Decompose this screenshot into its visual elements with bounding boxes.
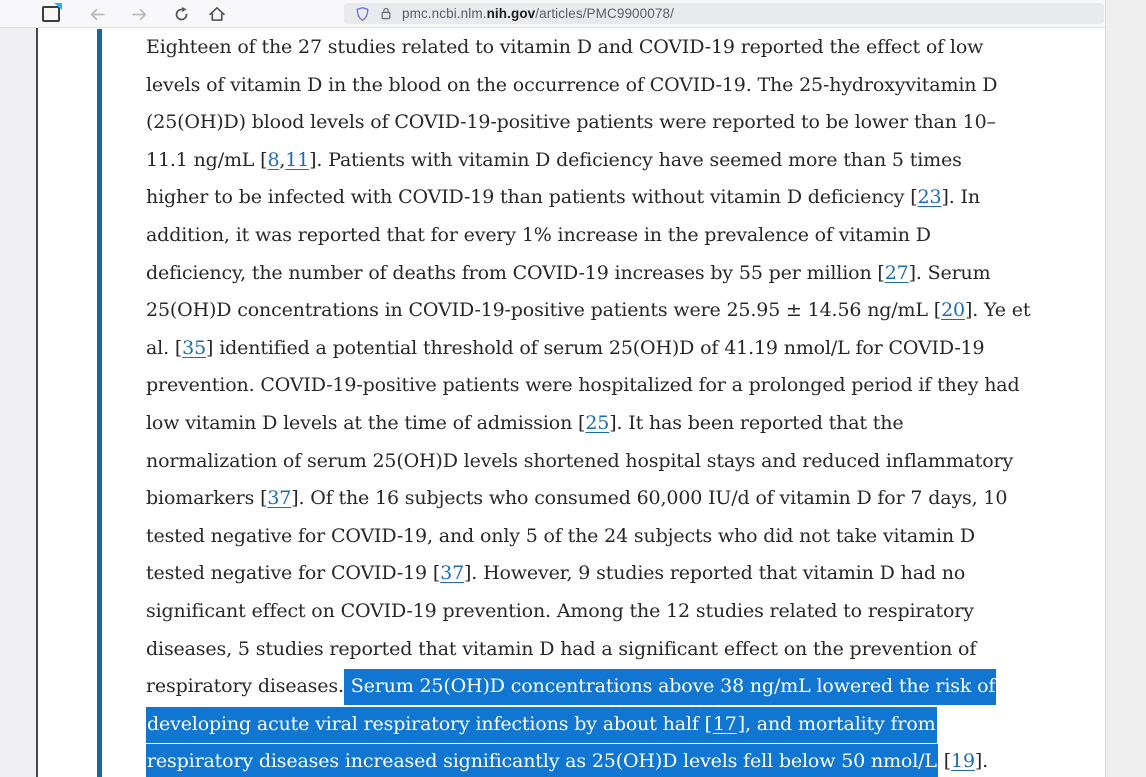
text-line: levels of vitamin D in the blood on the … [146, 67, 1086, 105]
ref-link[interactable]: 25 [585, 411, 610, 434]
highlighted-text: developing acute viral respiratory infec… [146, 706, 713, 743]
forward-icon [131, 8, 146, 20]
body-text: diseases, 5 studies reported that vitami… [146, 637, 977, 660]
back-icon [90, 8, 105, 20]
ref-link[interactable]: 19 [951, 750, 975, 773]
body-text: (25(OH)D) blood levels of COVID-19-posit… [146, 111, 996, 134]
left-accent-bar [97, 29, 102, 777]
ref-link[interactable]: 35 [182, 336, 207, 359]
lock-icon[interactable] [379, 6, 393, 21]
body-text: ]. It has been reported that the [609, 411, 904, 434]
text-line: significant effect on COVID-19 preventio… [146, 593, 1086, 631]
url-prefix: pmc.ncbi.nlm. [402, 6, 487, 21]
body-text: respiratory diseases. [146, 675, 344, 698]
right-margin-strip [1105, 0, 1146, 777]
text-line: respiratory diseases increased significa… [146, 743, 1086, 777]
body-text: levels of vitamin D in the blood on the … [146, 73, 998, 96]
ref-link[interactable]: 27 [884, 261, 909, 284]
body-text: higher to be infected with COVID-19 than… [146, 186, 918, 209]
home-icon [209, 6, 225, 21]
text-line: diseases, 5 studies reported that vitami… [146, 631, 1086, 669]
text-line: tested negative for COVID-19 [37]. Howev… [146, 555, 1086, 593]
url-path: /articles/PMC9900078/ [535, 6, 674, 21]
text-line: addition, it was reported that for every… [146, 217, 1086, 255]
ref-link[interactable]: 37 [440, 562, 465, 585]
text-line: prevention. COVID-19-positive patients w… [146, 367, 1086, 405]
text-line: Eighteen of the 27 studies related to vi… [146, 29, 1086, 67]
body-text: low vitamin D levels at the time of admi… [146, 411, 586, 434]
back-button[interactable] [87, 4, 107, 24]
body-text: ]. In [941, 186, 980, 209]
text-line: 11.1 ng/mL [8,11]. Patients with vitamin… [146, 142, 1086, 180]
body-text: deficiency, the number of deaths from CO… [146, 261, 885, 284]
forward-button[interactable] [129, 4, 149, 24]
body-text: tested negative for COVID-19, and only 5… [146, 524, 975, 547]
text-line: developing acute viral respiratory infec… [146, 706, 1086, 744]
address-bar[interactable]: pmc.ncbi.nlm.nih.gov/articles/PMC9900078… [344, 3, 1104, 24]
highlighted-text: ], and mortality from [736, 706, 937, 743]
home-button[interactable] [207, 4, 227, 24]
body-text: tested negative for COVID-19 [ [146, 562, 441, 585]
body-text: 25(OH)D concentrations in COVID-19-posit… [146, 299, 942, 322]
body-text: ]. However, 9 studies reported that vita… [464, 562, 966, 585]
window-edge-line [36, 27, 38, 777]
shield-icon[interactable] [355, 6, 370, 22]
ref-link[interactable]: 23 [917, 186, 942, 209]
article-text: Eighteen of the 27 studies related to vi… [146, 29, 1086, 777]
body-text: Eighteen of the 27 studies related to vi… [146, 36, 984, 58]
url-text[interactable]: pmc.ncbi.nlm.nih.gov/articles/PMC9900078… [402, 6, 674, 21]
body-text: [ [937, 750, 952, 773]
browser-toolbar: pmc.ncbi.nlm.nih.gov/articles/PMC9900078… [0, 0, 1105, 28]
body-text: significant effect on COVID-19 preventio… [146, 599, 974, 622]
body-text: addition, it was reported that for every… [146, 223, 931, 246]
ref-link[interactable]: 20 [941, 299, 965, 322]
text-line: (25(OH)D) blood levels of COVID-19-posit… [146, 104, 1086, 142]
body-text: ]. Ye et [964, 299, 1031, 322]
body-text: ]. Of the 16 subjects who consumed 60,00… [291, 487, 1008, 510]
ref-link[interactable]: 17 [712, 706, 737, 743]
body-text: normalization of serum 25(OH)D levels sh… [146, 449, 1014, 472]
text-line: low vitamin D levels at the time of admi… [146, 405, 1086, 443]
body-text: al. [ [146, 336, 183, 359]
ref-link[interactable]: 37 [267, 487, 292, 510]
left-margin-strip [0, 27, 36, 777]
text-line: 25(OH)D concentrations in COVID-19-posit… [146, 292, 1086, 330]
window-icon[interactable] [42, 6, 60, 22]
body-text: ] identified a potential threshold of se… [206, 336, 985, 359]
ref-link[interactable]: 11 [285, 148, 310, 171]
text-line: biomarkers [37]. Of the 16 subjects who … [146, 480, 1086, 518]
body-text: , [279, 148, 286, 171]
page-content: Eighteen of the 27 studies related to vi… [38, 27, 1105, 777]
text-line: al. [35] identified a potential threshol… [146, 330, 1086, 368]
text-line: respiratory diseases. Serum 25(OH)D conc… [146, 668, 1086, 706]
refresh-button[interactable] [171, 4, 191, 24]
ref-link[interactable]: 8 [267, 148, 280, 171]
body-text: 11.1 ng/mL [ [146, 148, 268, 171]
highlighted-text: Serum 25(OH)D concentrations above 38 ng… [343, 669, 997, 706]
body-text: prevention. COVID-19-positive patients w… [146, 374, 1020, 397]
text-line: tested negative for COVID-19, and only 5… [146, 518, 1086, 556]
url-domain: nih.gov [486, 6, 536, 21]
body-text: ]. Patients with vitamin D deficiency ha… [309, 148, 962, 171]
body-text: ]. Serum [908, 261, 991, 284]
body-text: ]. [974, 750, 989, 773]
text-line: normalization of serum 25(OH)D levels sh… [146, 443, 1086, 481]
highlighted-text: respiratory diseases increased significa… [146, 744, 938, 777]
text-line: deficiency, the number of deaths from CO… [146, 255, 1086, 293]
text-line: higher to be infected with COVID-19 than… [146, 179, 1086, 217]
body-text: biomarkers [ [146, 487, 268, 510]
refresh-icon [175, 6, 187, 20]
